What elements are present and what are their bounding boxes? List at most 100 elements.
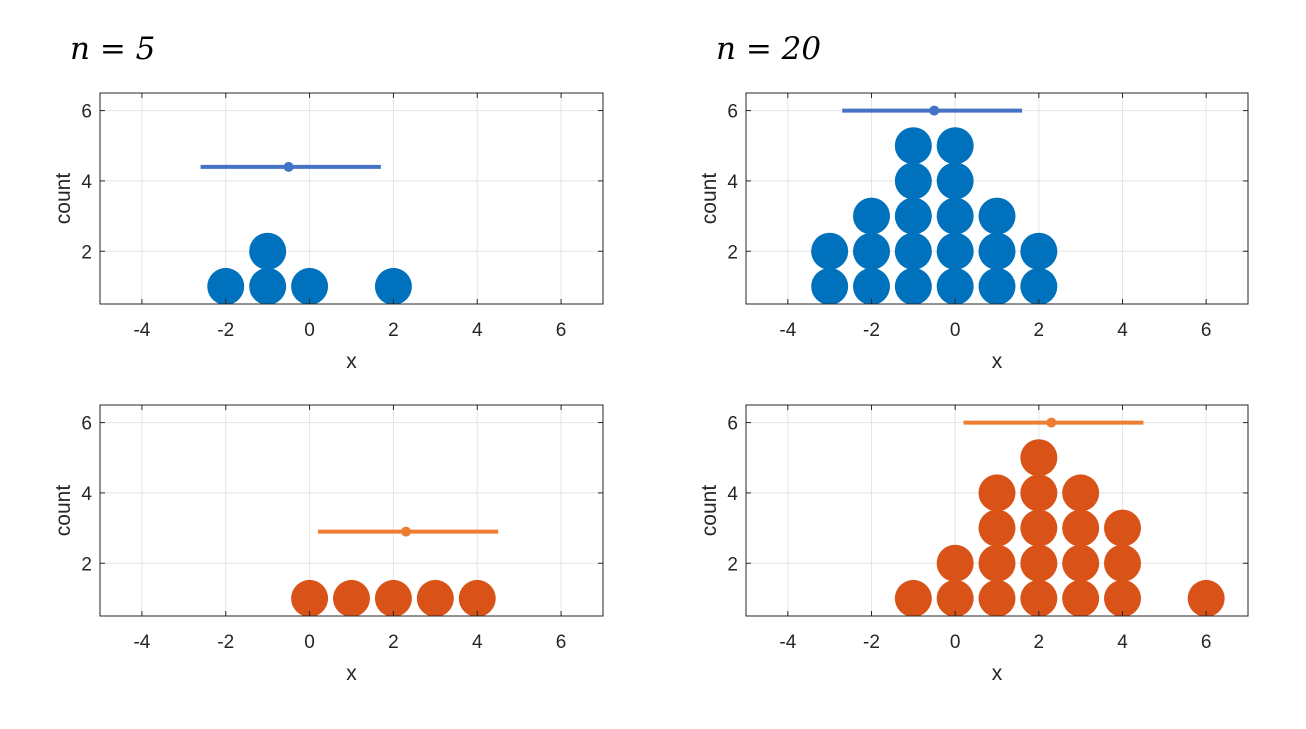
data-point — [936, 544, 974, 582]
data-point — [249, 267, 287, 304]
axes-box — [745, 92, 1249, 305]
data-point — [1020, 439, 1058, 477]
interval-center — [929, 105, 940, 116]
x-tick-label: 0 — [950, 632, 961, 653]
data-point — [416, 579, 454, 616]
panel-4: -4 -2 0 2 4 6 2 4 6 x count — [698, 404, 1249, 685]
data-point — [978, 232, 1016, 270]
y-tick-label: 6 — [81, 414, 92, 435]
x-axis-label: x — [346, 350, 357, 373]
panel-2: -4 -2 0 2 4 6 2 4 6 x count — [698, 92, 1249, 373]
x-axis-label: x — [992, 350, 1003, 373]
data-point — [978, 474, 1016, 512]
axes-box — [99, 404, 604, 617]
x-tick-label: 4 — [1117, 320, 1128, 341]
y-tick-label: 4 — [81, 172, 92, 193]
data-point — [1062, 579, 1100, 616]
data-point — [333, 579, 370, 616]
data-point — [374, 267, 412, 304]
y-tick-label: 4 — [727, 484, 738, 505]
data-point — [291, 579, 329, 616]
data-point — [936, 267, 974, 304]
data-point — [811, 232, 849, 270]
x-tick-label: 4 — [472, 632, 483, 653]
x-tick-label: 0 — [304, 320, 315, 341]
x-tick-label: 6 — [556, 632, 567, 653]
data-point — [1062, 474, 1100, 512]
y-tick-label: 6 — [727, 414, 738, 435]
interval-center — [400, 526, 411, 537]
x-tick-label: -2 — [863, 632, 880, 653]
data-point — [936, 197, 974, 235]
data-point — [978, 509, 1016, 547]
data-point — [894, 267, 932, 304]
data-point — [1104, 544, 1141, 582]
data-point — [936, 162, 974, 200]
data-point — [853, 232, 890, 270]
axes-box — [745, 404, 1249, 617]
panel-title: n = 5 — [70, 31, 155, 67]
x-tick-label: 6 — [1201, 320, 1212, 341]
y-axis-label: count — [52, 485, 75, 537]
data-point — [894, 127, 932, 165]
plot-content — [811, 105, 1058, 304]
y-axis-label: count — [698, 485, 721, 537]
panel-1: -4 -2 0 2 4 6 2 4 6 x count — [52, 92, 604, 373]
y-axis-label: count — [52, 173, 75, 225]
data-point — [1020, 579, 1058, 616]
data-point — [894, 197, 932, 235]
x-tick-label: 2 — [388, 632, 399, 653]
interval-center — [283, 161, 294, 172]
plot-content — [291, 526, 499, 616]
data-point — [894, 232, 932, 270]
y-tick-label: 6 — [727, 102, 738, 123]
x-tick-label: 6 — [1201, 632, 1212, 653]
data-point — [1020, 544, 1058, 582]
data-point — [374, 579, 412, 616]
data-point — [853, 197, 890, 235]
y-tick-label: 2 — [81, 242, 92, 263]
data-point — [853, 267, 890, 304]
x-tick-label: 0 — [304, 632, 315, 653]
data-point — [936, 579, 974, 616]
data-point — [978, 197, 1016, 235]
data-point — [811, 267, 849, 304]
y-axis-label: count — [698, 173, 721, 225]
data-point — [894, 579, 932, 616]
x-tick-label: 4 — [472, 320, 483, 341]
y-tick-label: 2 — [727, 242, 738, 263]
panel-3: -4 -2 0 2 4 6 2 4 6 x count — [52, 404, 604, 685]
y-tick-label: 2 — [81, 554, 92, 575]
x-axis-label: x — [346, 662, 357, 685]
axes-box — [99, 92, 604, 305]
x-tick-label: 2 — [388, 320, 399, 341]
x-tick-label: 2 — [1034, 320, 1045, 341]
data-point — [936, 232, 974, 270]
x-tick-label: -2 — [863, 320, 880, 341]
data-point — [458, 579, 496, 616]
y-tick-label: 6 — [81, 102, 92, 123]
data-point — [1020, 509, 1058, 547]
data-point — [249, 232, 287, 270]
data-point — [936, 127, 974, 165]
data-point — [978, 267, 1016, 304]
x-tick-label: 2 — [1034, 632, 1045, 653]
data-point — [207, 267, 245, 304]
data-point — [1020, 232, 1058, 270]
x-tick-label: 0 — [950, 320, 961, 341]
x-tick-label: -2 — [217, 632, 234, 653]
x-tick-label: 4 — [1117, 632, 1128, 653]
data-point — [1020, 474, 1058, 512]
plot-content — [200, 161, 412, 304]
grid — [100, 93, 603, 304]
y-tick-label: 4 — [81, 484, 92, 505]
data-point — [291, 267, 329, 304]
panel-title: n = 20 — [716, 31, 821, 67]
x-tick-label: -4 — [133, 320, 150, 341]
data-point — [1062, 509, 1100, 547]
data-point — [1104, 509, 1141, 547]
x-tick-label: -2 — [217, 320, 234, 341]
y-tick-label: 2 — [727, 554, 738, 575]
x-tick-label: -4 — [779, 632, 796, 653]
x-tick-label: -4 — [779, 320, 796, 341]
